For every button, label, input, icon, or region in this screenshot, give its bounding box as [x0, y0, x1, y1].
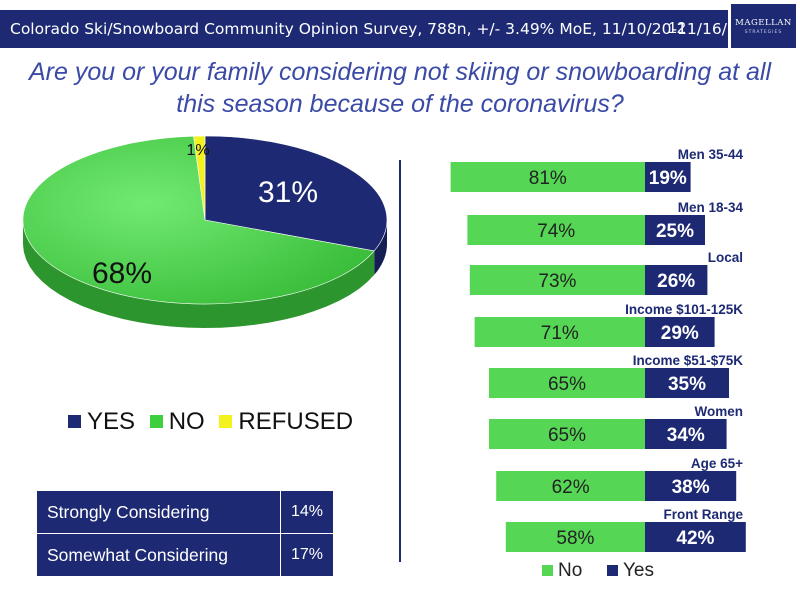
bar-legend-swatch-no: [542, 565, 553, 576]
strongly-label: Strongly Considering: [36, 490, 281, 534]
pie-slice-no: [22, 135, 375, 305]
label-no-row-5: 65%: [548, 374, 586, 395]
pie-label-yes: 31%: [258, 176, 318, 209]
header-bar: Colorado Ski/Snowboard Community Opinion…: [0, 0, 800, 48]
legend-swatch-yes: [68, 415, 81, 428]
divider-line: [399, 160, 401, 562]
bar-legend-label-no: No: [558, 560, 582, 581]
pie-legend: YES NO REFUSED: [68, 408, 361, 436]
table-row: Somewhat Considering 17%: [36, 533, 335, 577]
label-no-row-4: 71%: [541, 323, 579, 344]
legend-label-yes: YES: [87, 408, 136, 435]
pie-labels: 31% 68% 1%: [92, 142, 318, 290]
pie-chart: 31% 68% 1%: [22, 135, 388, 328]
considering-table: Strongly Considering 14% Somewhat Consid…: [36, 490, 335, 577]
legend-item-no: NO: [149, 408, 205, 436]
label-no-row-1: 81%: [529, 168, 567, 189]
bar-no-row-5: [489, 368, 645, 398]
label-yes-row-6: 34%: [667, 425, 705, 446]
bar-legend-swatch-yes: [607, 565, 618, 576]
label-yes-row-4: 29%: [661, 323, 699, 344]
label-yes-row-5: 35%: [668, 374, 706, 395]
header-band: [0, 10, 728, 48]
label-yes-row-8: 42%: [676, 528, 714, 549]
table-row: Strongly Considering 14%: [36, 490, 335, 534]
legend-swatch-refused: [219, 415, 233, 428]
pie-slices: [22, 135, 388, 305]
label-no-row-2: 74%: [537, 221, 575, 242]
category-label-row-3: Local: [708, 250, 743, 265]
pie-slice-yes: [204, 135, 388, 252]
label-yes-row-1: 19%: [649, 168, 687, 189]
bar-yes-row-8: [645, 522, 746, 552]
bar-no-row-1: [450, 162, 645, 192]
bar-yes-row-6: [645, 419, 727, 449]
survey-title: Colorado Ski/Snowboard Community Opinion…: [10, 20, 747, 38]
label-no-row-6: 65%: [548, 425, 586, 446]
label-yes-row-3: 26%: [657, 271, 695, 292]
bar-yes-row-7: [645, 471, 737, 501]
question-title: Are you or your family considering not s…: [28, 58, 772, 118]
bar-yes-row-2: [645, 215, 705, 245]
bar-yes-row-4: [645, 317, 715, 347]
label-yes-row-2: 25%: [656, 221, 694, 242]
label-no-row-7: 62%: [552, 477, 590, 498]
bar-no-row-8: [505, 522, 645, 552]
pie-label-no: 68%: [92, 257, 152, 290]
pie-side: [23, 220, 387, 328]
pie-side-no: [23, 220, 375, 328]
category-label-row-5: Income $51-$75K: [633, 353, 744, 368]
legend-item-refused: REFUSED: [219, 408, 353, 436]
bar-yes-row-3: [645, 265, 708, 295]
bar-no-row-2: [467, 215, 645, 245]
bar-legend-label-yes: Yes: [623, 560, 654, 581]
label-no-row-8: 58%: [556, 528, 594, 549]
somewhat-value: 17%: [279, 533, 335, 577]
page-number: 12: [668, 20, 686, 37]
magellan-logo: MAGELLAN STRATEGIES: [731, 4, 796, 48]
category-label-row-8: Front Range: [664, 507, 744, 522]
legend-label-no: NO: [168, 408, 205, 435]
legend-item-yes: YES: [68, 408, 135, 436]
category-label-row-4: Income $101-125K: [625, 302, 743, 317]
pie-slice-refused: [193, 135, 206, 221]
strongly-value: 14%: [279, 490, 335, 534]
category-label-row-6: Women: [694, 404, 743, 419]
category-label-row-7: Age 65+: [691, 456, 743, 471]
logo-name: MAGELLAN: [735, 18, 792, 28]
bar-no-row-4: [474, 317, 645, 347]
bar-yes-row-1: [645, 162, 691, 192]
logo-sub: STRATEGIES: [744, 30, 783, 35]
bar-yes-row-5: [645, 368, 729, 398]
bar-no-row-7: [496, 471, 645, 501]
bar-no-row-3: [469, 265, 645, 295]
legend-swatch-no: [149, 415, 163, 428]
label-no-row-3: 73%: [538, 271, 576, 292]
category-label-row-1: Men 35-44: [678, 147, 744, 162]
pie-label-refused: 1%: [186, 142, 209, 159]
legend-label-refused: REFUSED: [238, 408, 354, 435]
bar-no-row-6: [489, 419, 645, 449]
pie-side-yes: [374, 220, 387, 275]
label-yes-row-7: 38%: [672, 477, 710, 498]
somewhat-label: Somewhat Considering: [36, 533, 281, 577]
category-label-row-2: Men 18-34: [678, 200, 744, 215]
